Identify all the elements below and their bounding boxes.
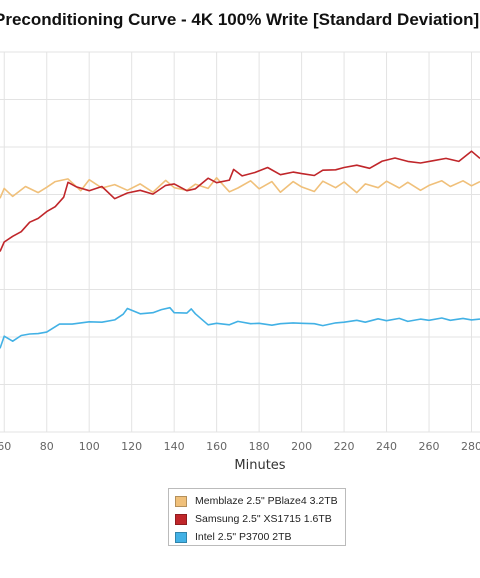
- x-tick-label: 260: [419, 440, 440, 453]
- x-tick-label: 100: [79, 440, 100, 453]
- x-tick-label: 280: [461, 440, 480, 453]
- x-tick-label: 60: [0, 440, 11, 453]
- series-lines: [0, 150, 480, 349]
- x-tick-label: 180: [249, 440, 270, 453]
- chart-title: Preconditioning Curve - 4K 100% Write [S…: [0, 10, 480, 29]
- series-line-memblaze: [0, 177, 480, 199]
- legend-label-samsung: Samsung 2.5" XS1715 1.6TB: [195, 513, 332, 525]
- legend-item-intel: Intel 2.5" P3700 2TB: [175, 528, 345, 546]
- legend-swatch-intel: [175, 531, 187, 543]
- legend: Memblaze 2.5" PBlaze4 3.2TB Samsung 2.5"…: [168, 488, 346, 546]
- legend-swatch-samsung: [175, 513, 187, 525]
- x-tick-label: 160: [206, 440, 227, 453]
- legend-label-memblaze: Memblaze 2.5" PBlaze4 3.2TB: [195, 495, 338, 507]
- legend-item-samsung: Samsung 2.5" XS1715 1.6TB: [175, 510, 345, 528]
- x-tick-label: 200: [291, 440, 312, 453]
- x-tick-label: 80: [40, 440, 54, 453]
- legend-swatch-memblaze: [175, 495, 187, 507]
- series-line-intel: [0, 306, 480, 349]
- legend-label-intel: Intel 2.5" P3700 2TB: [195, 531, 292, 543]
- x-tick-label: 240: [376, 440, 397, 453]
- legend-item-memblaze: Memblaze 2.5" PBlaze4 3.2TB: [175, 492, 345, 510]
- x-tick-label: 220: [334, 440, 355, 453]
- x-tick-label: 120: [121, 440, 142, 453]
- x-tick-label: 140: [164, 440, 185, 453]
- gridlines: [0, 51, 480, 433]
- x-tick-labels: 60 80 100 120 140 160 180 200 220 240 260 280: [0, 440, 480, 453]
- x-axis-label: Minutes: [234, 458, 286, 473]
- series-line-samsung: [0, 150, 480, 252]
